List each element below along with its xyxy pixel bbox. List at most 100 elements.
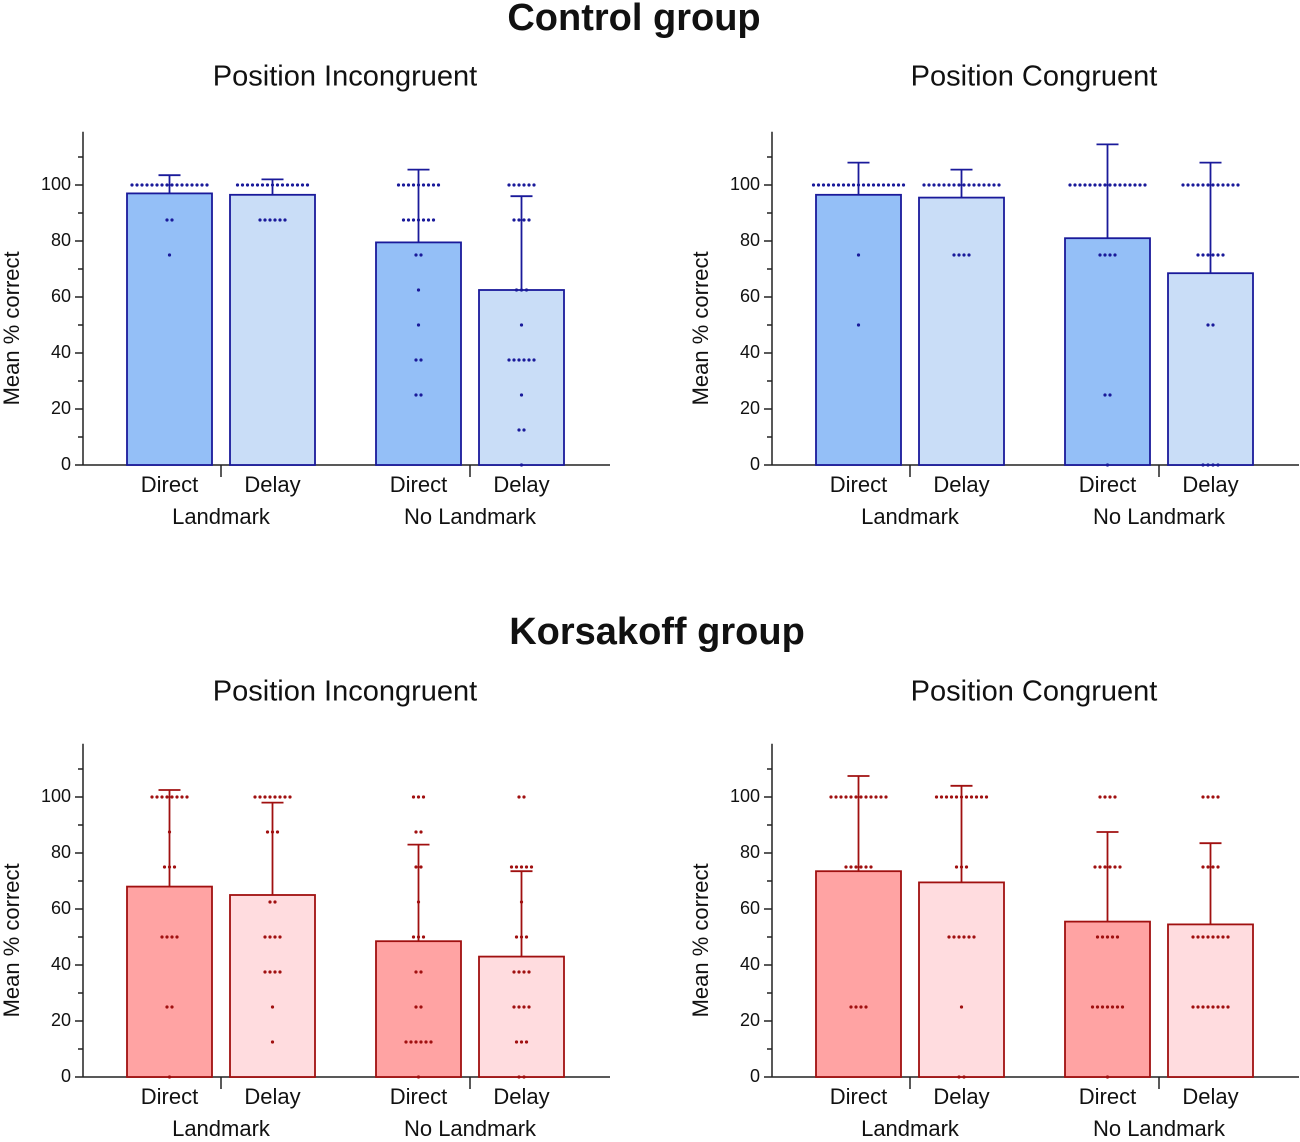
data-point xyxy=(821,183,826,187)
data-point xyxy=(165,218,169,222)
data-point xyxy=(165,1005,169,1009)
data-point xyxy=(884,795,888,799)
data-point xyxy=(839,795,843,799)
data-point xyxy=(273,795,277,799)
data-point xyxy=(235,183,240,187)
data-point xyxy=(436,183,441,187)
data-point xyxy=(419,253,423,257)
data-point xyxy=(150,183,154,187)
data-point xyxy=(519,900,524,904)
data-point xyxy=(414,1040,418,1044)
data-point xyxy=(419,865,423,869)
error-bar xyxy=(510,870,533,957)
y-tick-label: 80 xyxy=(51,842,71,862)
data-point xyxy=(401,183,406,187)
data-point xyxy=(1090,1005,1095,1009)
x-tick-label: Direct xyxy=(830,1084,887,1109)
data-point xyxy=(1120,1005,1125,1009)
y-tick-label: 60 xyxy=(51,286,71,306)
bar xyxy=(375,241,462,466)
data-point xyxy=(519,463,524,467)
data-point xyxy=(871,183,876,187)
data-point xyxy=(1103,865,1107,869)
data-point xyxy=(984,795,989,799)
data-point xyxy=(982,183,986,187)
data-point xyxy=(849,865,853,869)
data-point xyxy=(514,1040,519,1044)
y-tick-label: 0 xyxy=(750,454,760,474)
error-bar xyxy=(847,161,870,195)
data-point xyxy=(957,183,961,187)
data-point xyxy=(185,183,189,187)
data-point xyxy=(265,183,270,187)
data-point xyxy=(522,183,526,187)
data-point xyxy=(1108,865,1112,869)
data-point xyxy=(864,1005,868,1009)
data-point xyxy=(416,900,421,904)
y-axis-label: Mean % correct xyxy=(0,251,24,405)
data-point xyxy=(270,830,275,834)
data-point xyxy=(851,183,856,187)
data-point xyxy=(846,183,851,187)
data-point xyxy=(170,183,174,187)
data-point xyxy=(1216,1005,1220,1009)
data-point xyxy=(1100,935,1105,939)
data-point xyxy=(962,253,966,257)
data-point xyxy=(1206,323,1210,327)
data-point xyxy=(522,970,526,974)
data-point xyxy=(519,935,524,939)
data-point xyxy=(170,218,174,222)
data-point xyxy=(426,218,431,222)
data-point xyxy=(1206,183,1210,187)
data-point xyxy=(195,183,199,187)
data-point xyxy=(419,1040,423,1044)
data-point xyxy=(1221,183,1225,187)
data-point xyxy=(416,288,421,292)
data-point xyxy=(969,795,974,799)
data-point xyxy=(270,1040,275,1044)
data-point xyxy=(1115,1005,1120,1009)
data-point xyxy=(1221,1005,1225,1009)
chart-title: Position Incongruent xyxy=(213,676,477,708)
data-point xyxy=(532,358,536,362)
data-point xyxy=(240,183,245,187)
data-point xyxy=(1206,795,1210,799)
y-axis-label: Mean % correct xyxy=(688,251,713,405)
bar xyxy=(229,894,316,1078)
data-point xyxy=(856,323,861,327)
data-point xyxy=(1206,935,1210,939)
data-point xyxy=(1206,253,1210,257)
data-point xyxy=(270,1005,275,1009)
data-point xyxy=(939,795,944,799)
data-point xyxy=(1098,865,1102,869)
data-point xyxy=(854,1005,858,1009)
y-tick-label: 60 xyxy=(740,898,760,918)
data-point xyxy=(1098,795,1102,799)
x-group-label: No Landmark xyxy=(404,504,537,529)
data-point xyxy=(305,183,310,187)
data-point xyxy=(165,935,169,939)
data-point xyxy=(1201,795,1205,799)
y-axis-label: Mean % correct xyxy=(0,863,24,1017)
data-point xyxy=(844,865,848,869)
data-point xyxy=(1216,795,1220,799)
data-point xyxy=(411,935,416,939)
data-point xyxy=(1181,183,1185,187)
data-point xyxy=(1196,183,1200,187)
data-point xyxy=(901,183,906,187)
data-point xyxy=(278,970,282,974)
data-point xyxy=(1201,253,1205,257)
data-point xyxy=(967,253,971,257)
x-tick-label: Direct xyxy=(830,472,887,497)
data-point xyxy=(937,183,941,187)
data-point xyxy=(859,865,863,869)
error-bar xyxy=(407,843,430,942)
data-point xyxy=(1216,253,1220,257)
data-point xyxy=(414,393,418,397)
data-point xyxy=(947,935,951,939)
bar xyxy=(918,881,1005,1078)
data-point xyxy=(836,183,841,187)
data-point xyxy=(1103,183,1107,187)
data-point xyxy=(258,218,262,222)
data-point xyxy=(409,1040,413,1044)
